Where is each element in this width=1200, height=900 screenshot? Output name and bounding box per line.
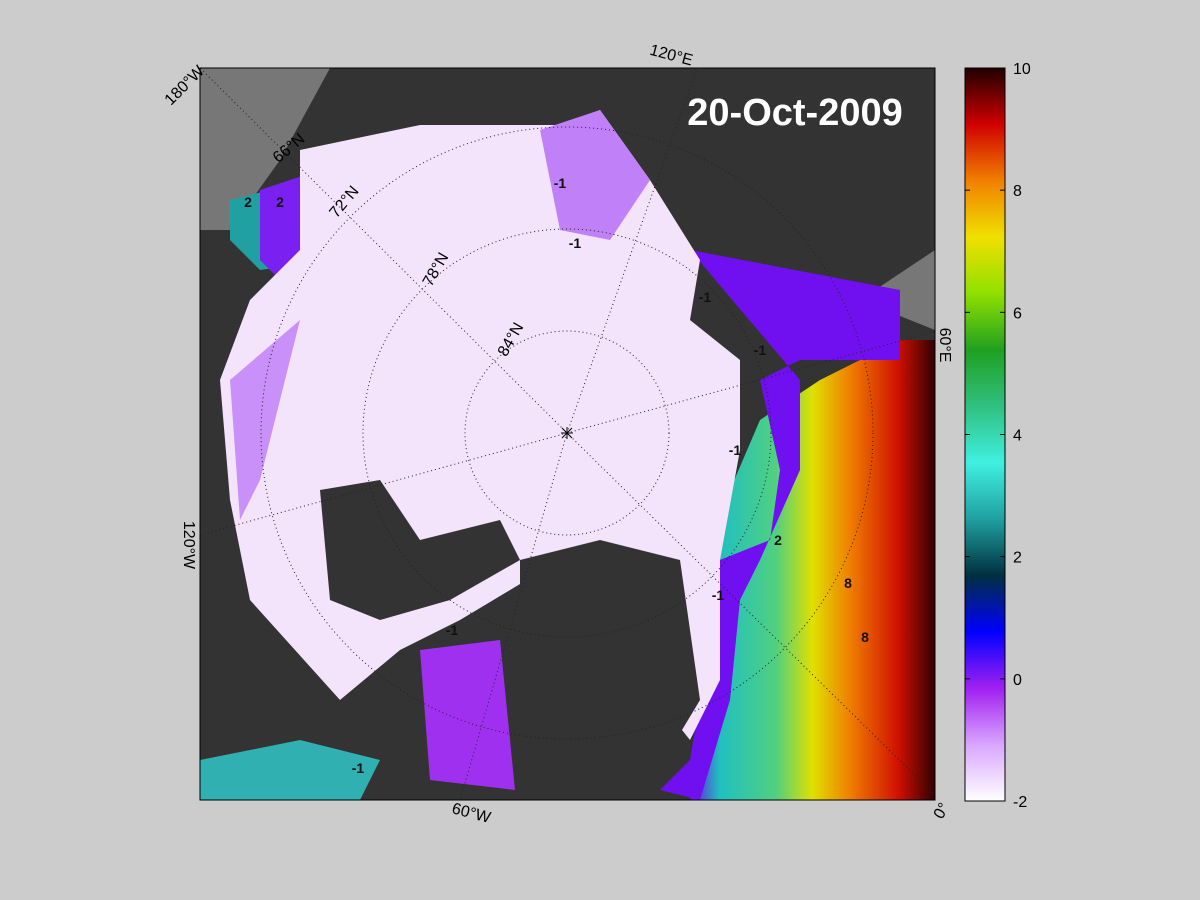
longitude-label: 120°E [648, 42, 695, 70]
map [200, 68, 935, 800]
colorbar-tick-label: 8 [1013, 183, 1022, 200]
colorbar-tick-label: 6 [1013, 305, 1022, 322]
warm-sea [690, 340, 935, 800]
contour-label: -1 [754, 342, 767, 358]
contour-label: -1 [712, 587, 725, 603]
archipelago [320, 480, 520, 620]
contour-label: -1 [352, 760, 365, 776]
cold-sea [420, 640, 515, 790]
colorbar-tick-label: -2 [1013, 794, 1027, 811]
longitude-label: 60°E [936, 328, 953, 363]
contour-label: 8 [844, 575, 852, 591]
longitude-label: 120°W [180, 521, 197, 570]
contour-label: 2 [244, 194, 252, 210]
colorbar [964, 67, 1006, 802]
greenland [520, 540, 700, 800]
colorbar-tick-label: 2 [1013, 550, 1022, 567]
pole [561, 427, 573, 439]
contour-label: -1 [569, 235, 582, 251]
colorbar-tick-label: 4 [1013, 428, 1022, 445]
colorbar-tick-label: 10 [1013, 61, 1031, 78]
graticule [200, 68, 935, 800]
cold-sea [540, 110, 650, 240]
map-date: 20-Oct-2009 [687, 92, 902, 134]
contour-label: -1 [729, 442, 742, 458]
contour-label: 2 [276, 194, 284, 210]
contour-label: 8 [861, 629, 869, 645]
colorbar-tick-label: 0 [1013, 672, 1022, 689]
contour-label: -1 [446, 622, 459, 638]
no-data [200, 68, 330, 230]
contour-label: -1 [699, 289, 712, 305]
map-frame [199, 67, 936, 801]
longitude-label: 60°W [450, 800, 493, 827]
contour-label: 2 [774, 532, 782, 548]
contour-label: -1 [554, 175, 567, 191]
longitude-label: 0° [931, 800, 953, 822]
cold-sea [230, 320, 300, 520]
cold-sea [200, 740, 380, 800]
